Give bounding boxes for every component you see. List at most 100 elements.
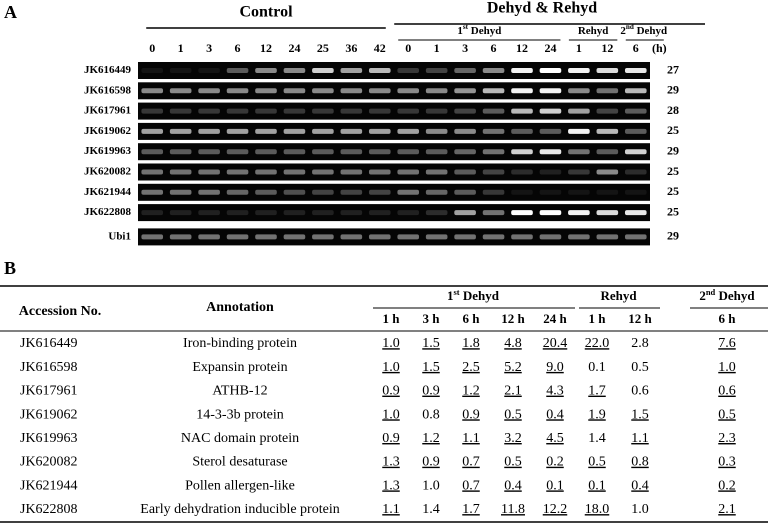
- band: [425, 189, 448, 195]
- fold-change: 1.7: [588, 384, 606, 399]
- fold-change: 0.3: [718, 455, 736, 470]
- fold-change: 2.1: [718, 502, 736, 517]
- fold-change: 0.8: [422, 407, 440, 422]
- band: [454, 210, 476, 216]
- cycle-label: 25: [667, 184, 679, 198]
- fold-change: 1.7: [462, 502, 480, 517]
- gel-strip: [138, 102, 650, 120]
- band: [624, 169, 647, 175]
- band: [141, 169, 164, 175]
- band: [198, 68, 220, 73]
- fold-change: 1.9: [588, 407, 606, 422]
- superscript: st: [454, 287, 460, 297]
- title-part: Dehyd: [715, 288, 755, 303]
- fold-change: 1.2: [462, 384, 480, 399]
- fold-change: 0.1: [588, 360, 606, 375]
- gel-strip: [138, 228, 650, 246]
- band: [596, 189, 619, 195]
- time-label: 1: [178, 41, 184, 55]
- column-header: Annotation: [206, 300, 274, 315]
- fold-change: 1.5: [422, 336, 440, 351]
- band: [226, 210, 249, 216]
- band: [397, 128, 420, 134]
- gene-label: JK622808: [84, 206, 132, 218]
- band: [226, 128, 249, 134]
- band: [198, 169, 220, 175]
- band: [539, 189, 562, 195]
- accession: JK616449: [20, 336, 78, 351]
- band: [624, 149, 647, 155]
- band: [368, 108, 391, 114]
- band: [568, 149, 590, 155]
- band: [255, 234, 277, 240]
- fold-change: 1.3: [382, 455, 400, 470]
- band: [283, 149, 306, 155]
- band: [340, 234, 363, 240]
- band: [425, 234, 448, 240]
- subgroup-title: 1st Dehyd: [447, 287, 500, 303]
- band: [283, 189, 306, 195]
- band: [624, 108, 647, 114]
- band: [141, 149, 164, 155]
- band: [198, 234, 220, 240]
- time-label: 12: [601, 41, 613, 55]
- fold-change: 0.7: [462, 478, 480, 493]
- title-part: 2: [699, 288, 706, 303]
- fold-change: 1.4: [588, 431, 606, 446]
- band: [198, 108, 220, 114]
- gel-strip: [138, 82, 650, 100]
- band: [454, 234, 476, 240]
- band: [482, 210, 505, 216]
- accession: JK619062: [20, 407, 78, 422]
- subgroup-title: 2nd Dehyd: [699, 287, 755, 303]
- time-header: 6 h: [719, 311, 737, 326]
- gel-strip: [138, 183, 650, 201]
- band: [198, 88, 220, 94]
- band: [226, 68, 249, 73]
- annotation: Expansin protein: [192, 360, 287, 375]
- gene-label: JK616449: [84, 64, 132, 76]
- group-title: Dehyd & Rehyd: [487, 0, 597, 17]
- band: [511, 128, 533, 134]
- band: [596, 88, 619, 94]
- band: [511, 68, 533, 73]
- band: [482, 234, 505, 240]
- band: [283, 128, 306, 134]
- fold-change: 0.5: [504, 455, 522, 470]
- band: [169, 128, 192, 134]
- time-label: 6: [491, 41, 497, 55]
- band: [255, 88, 277, 94]
- panel-label: A: [4, 2, 17, 22]
- band: [226, 108, 249, 114]
- fold-change: 1.0: [631, 502, 649, 517]
- fold-change: 0.2: [546, 455, 564, 470]
- fold-change: 2.1: [504, 384, 522, 399]
- band: [482, 149, 505, 155]
- fold-change: 1.2: [422, 431, 440, 446]
- cycle-label: 29: [667, 143, 679, 157]
- band: [340, 210, 363, 216]
- band: [568, 169, 590, 175]
- band: [368, 68, 391, 73]
- gene-label: Ubi1: [108, 230, 131, 242]
- band: [340, 108, 363, 114]
- fold-change: 0.8: [631, 455, 649, 470]
- fold-change: 22.0: [585, 336, 610, 351]
- accession: JK620082: [20, 455, 78, 470]
- band: [368, 210, 391, 216]
- band: [624, 88, 647, 94]
- column-header: Accession No.: [19, 304, 101, 319]
- fold-change: 1.1: [631, 431, 649, 446]
- fold-change: 0.9: [422, 455, 440, 470]
- gel-strip: [138, 163, 650, 181]
- fold-change: 0.6: [718, 384, 736, 399]
- band: [255, 68, 277, 73]
- subgroup-title: Rehyd: [600, 288, 637, 303]
- gene-label: JK617961: [84, 105, 131, 117]
- fold-change: 1.5: [631, 407, 649, 422]
- band: [568, 189, 590, 195]
- band: [425, 128, 448, 134]
- band: [141, 88, 164, 94]
- band: [340, 128, 363, 134]
